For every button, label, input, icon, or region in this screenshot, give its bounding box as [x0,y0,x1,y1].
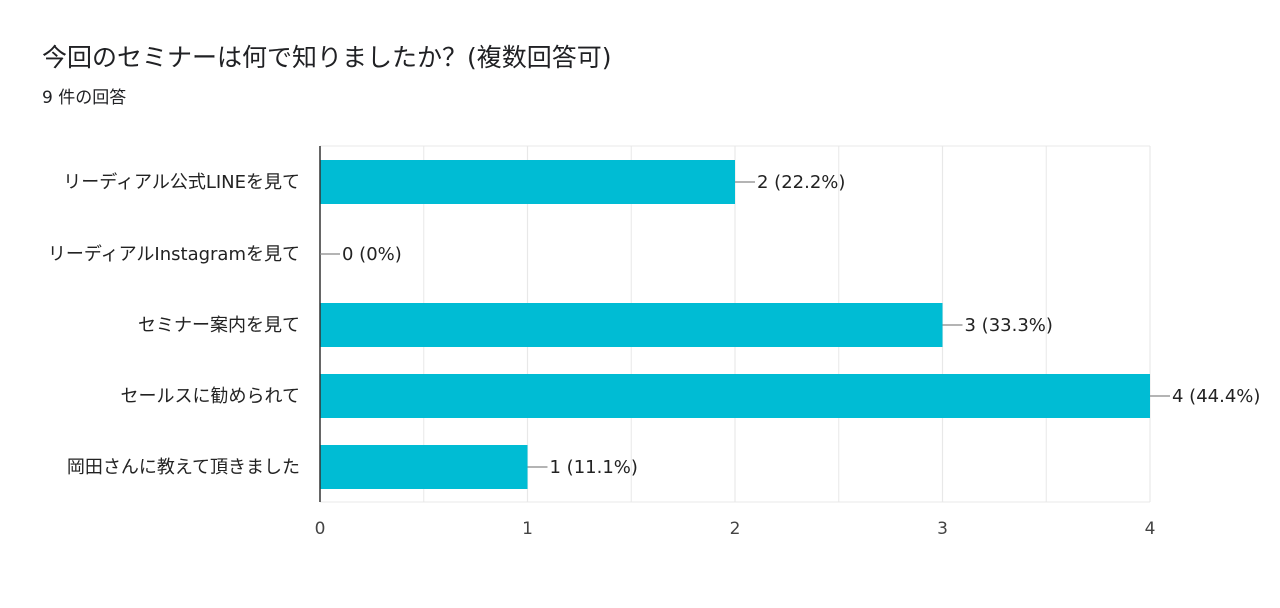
axis-layer: 0 1 2 3 4 [315,146,1156,539]
bar [320,160,735,204]
value-label: 1 (11.1%) [550,457,638,478]
category-label: セミナー案内を見て [138,315,300,336]
category-label: 岡田さんに教えて頂きました [67,457,300,478]
value-label: 3 (33.3%) [965,315,1053,336]
label-layer: リーディアル公式LINEを見て 2 (22.2%) リーディアルInstagramを… [48,172,1261,478]
value-label: 2 (22.2%) [757,172,845,193]
value-label: 0 (0%) [342,244,402,265]
x-tick-label: 4 [1145,519,1156,539]
x-tick-label: 2 [730,519,741,539]
category-label: リーディアル公式LINEを見て [63,172,300,193]
bar [320,374,1150,418]
response-count: 9 件の回答 [42,88,127,108]
bar [320,445,528,489]
bar-layer [320,160,1150,489]
bar [320,303,943,347]
x-tick-label: 3 [937,519,948,539]
question-title: 今回のセミナーは何で知りましたか？(複数回答可) [42,43,612,72]
x-tick-label: 1 [522,519,533,539]
value-label: 4 (44.4%) [1172,386,1260,407]
x-tick-label: 0 [315,519,326,539]
category-label: リーディアルInstagramを見て [48,244,300,265]
category-label: セールスに勧められて [121,386,300,407]
